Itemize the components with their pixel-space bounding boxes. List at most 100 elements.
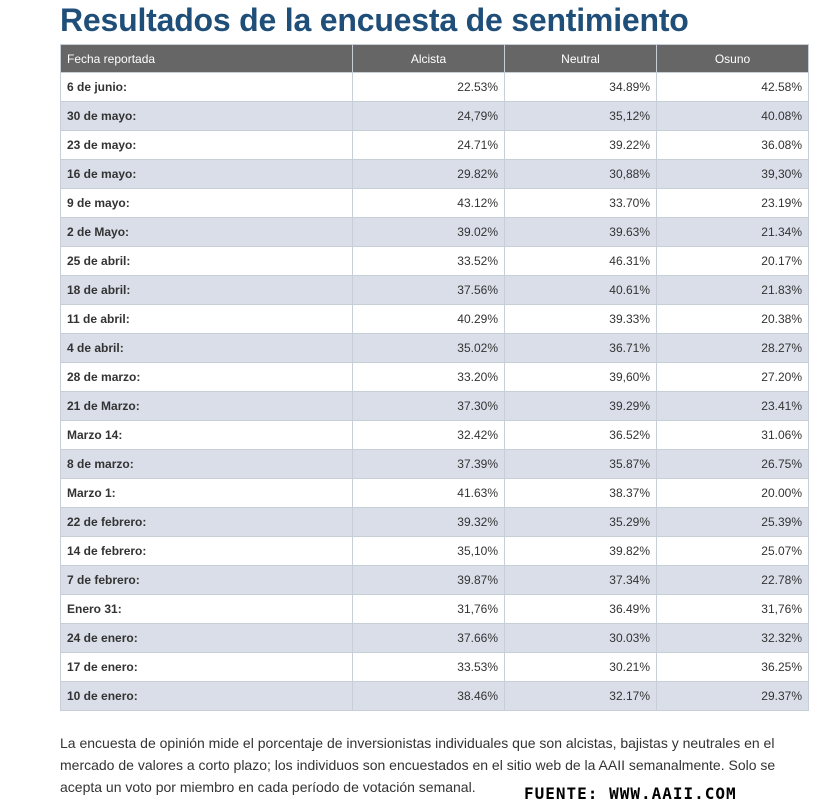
bullish-cell: 33.53% — [352, 652, 505, 682]
bearish-cell: 21.83% — [656, 275, 809, 305]
date-cell: 21 de Marzo: — [60, 391, 353, 421]
neutral-cell: 30,88% — [504, 159, 657, 189]
table-row: 28 de marzo: 33.20% 39,60% 27.20% — [60, 362, 809, 392]
column-header-bullish: Alcista — [352, 44, 505, 73]
bearish-cell: 32.32% — [656, 623, 809, 653]
date-cell: 4 de abril: — [60, 333, 353, 363]
table-row: 16 de mayo: 29.82% 30,88% 39,30% — [60, 159, 809, 189]
bullish-cell: 29.82% — [352, 159, 505, 189]
date-cell: 16 de mayo: — [60, 159, 353, 189]
neutral-cell: 39.63% — [504, 217, 657, 247]
date-cell: 30 de mayo: — [60, 101, 353, 131]
bullish-cell: 40.29% — [352, 304, 505, 334]
bullish-cell: 41.63% — [352, 478, 505, 508]
date-cell: 14 de febrero: — [60, 536, 353, 566]
neutral-cell: 36.52% — [504, 420, 657, 450]
bullish-cell: 31,76% — [352, 594, 505, 624]
bullish-cell: 39.02% — [352, 217, 505, 247]
sentiment-table: Fecha reportada Alcista Neutral Osuno 6 … — [60, 44, 809, 711]
bearish-cell: 26.75% — [656, 449, 809, 479]
date-cell: 17 de enero: — [60, 652, 353, 682]
bullish-cell: 32.42% — [352, 420, 505, 450]
neutral-cell: 39.33% — [504, 304, 657, 334]
neutral-cell: 35,12% — [504, 101, 657, 131]
table-row: 8 de marzo: 37.39% 35.87% 26.75% — [60, 449, 809, 479]
table-row: 9 de mayo: 43.12% 33.70% 23.19% — [60, 188, 809, 218]
bearish-cell: 31.06% — [656, 420, 809, 450]
bullish-cell: 37.66% — [352, 623, 505, 653]
date-cell: 2 de Mayo: — [60, 217, 353, 247]
table-row: Enero 31: 31,76% 36.49% 31,76% — [60, 594, 809, 624]
date-cell: 11 de abril: — [60, 304, 353, 334]
neutral-cell: 35.29% — [504, 507, 657, 537]
bearish-cell: 36.08% — [656, 130, 809, 160]
bearish-cell: 25.07% — [656, 536, 809, 566]
bearish-cell: 22.78% — [656, 565, 809, 595]
neutral-cell: 39,60% — [504, 362, 657, 392]
neutral-cell: 30.21% — [504, 652, 657, 682]
neutral-cell: 38.37% — [504, 478, 657, 508]
bullish-cell: 33.20% — [352, 362, 505, 392]
neutral-cell: 39.22% — [504, 130, 657, 160]
neutral-cell: 40.61% — [504, 275, 657, 305]
bearish-cell: 42.58% — [656, 72, 809, 102]
bearish-cell: 25.39% — [656, 507, 809, 537]
bullish-cell: 43.12% — [352, 188, 505, 218]
date-cell: Marzo 1: — [60, 478, 353, 508]
table-row: 6 de junio: 22.53% 34.89% 42.58% — [60, 72, 809, 102]
bearish-cell: 23.19% — [656, 188, 809, 218]
neutral-cell: 34.89% — [504, 72, 657, 102]
bullish-cell: 24.71% — [352, 130, 505, 160]
date-cell: 28 de marzo: — [60, 362, 353, 392]
table-row: 2 de Mayo: 39.02% 39.63% 21.34% — [60, 217, 809, 247]
neutral-cell: 39.82% — [504, 536, 657, 566]
bullish-cell: 35,10% — [352, 536, 505, 566]
bullish-cell: 39.87% — [352, 565, 505, 595]
bearish-cell: 28.27% — [656, 333, 809, 363]
bearish-cell: 20.38% — [656, 304, 809, 334]
neutral-cell: 33.70% — [504, 188, 657, 218]
table-row: Marzo 1: 41.63% 38.37% 20.00% — [60, 478, 809, 508]
date-cell: 22 de febrero: — [60, 507, 353, 537]
date-cell: 9 de mayo: — [60, 188, 353, 218]
bearish-cell: 21.34% — [656, 217, 809, 247]
column-header-bearish: Osuno — [656, 44, 809, 73]
table-row: 17 de enero: 33.53% 30.21% 36.25% — [60, 652, 809, 682]
table-row: 22 de febrero: 39.32% 35.29% 25.39% — [60, 507, 809, 537]
table-header-row: Fecha reportada Alcista Neutral Osuno — [60, 44, 809, 73]
neutral-cell: 35.87% — [504, 449, 657, 479]
page-title: Resultados de la encuesta de sentimiento — [60, 2, 689, 38]
neutral-cell: 30.03% — [504, 623, 657, 653]
date-cell: 10 de enero: — [60, 681, 353, 711]
survey-description: La encuesta de opinión mide el porcentaj… — [60, 735, 776, 795]
table-row: 21 de Marzo: 37.30% 39.29% 23.41% — [60, 391, 809, 421]
date-cell: 25 de abril: — [60, 246, 353, 276]
date-cell: Enero 31: — [60, 594, 353, 624]
neutral-cell: 32.17% — [504, 681, 657, 711]
source-credit: FUENTE: WWW.AAII.COM — [524, 784, 737, 803]
bearish-cell: 31,76% — [656, 594, 809, 624]
table-row: 23 de mayo: 24.71% 39.22% 36.08% — [60, 130, 809, 160]
table-row: 18 de abril: 37.56% 40.61% 21.83% — [60, 275, 809, 305]
bullish-cell: 37.39% — [352, 449, 505, 479]
bullish-cell: 38.46% — [352, 681, 505, 711]
neutral-cell: 37.34% — [504, 565, 657, 595]
neutral-cell: 36.49% — [504, 594, 657, 624]
table-row: 7 de febrero: 39.87% 37.34% 22.78% — [60, 565, 809, 595]
date-cell: 18 de abril: — [60, 275, 353, 305]
bullish-cell: 35.02% — [352, 333, 505, 363]
bearish-cell: 20.17% — [656, 246, 809, 276]
date-cell: 8 de marzo: — [60, 449, 353, 479]
bearish-cell: 39,30% — [656, 159, 809, 189]
date-cell: 7 de febrero: — [60, 565, 353, 595]
bearish-cell: 36.25% — [656, 652, 809, 682]
bullish-cell: 22.53% — [352, 72, 505, 102]
neutral-cell: 39.29% — [504, 391, 657, 421]
column-header-date: Fecha reportada — [60, 44, 353, 73]
bullish-cell: 37.30% — [352, 391, 505, 421]
table-row: 4 de abril: 35.02% 36.71% 28.27% — [60, 333, 809, 363]
neutral-cell: 46.31% — [504, 246, 657, 276]
table-row: 25 de abril: 33.52% 46.31% 20.17% — [60, 246, 809, 276]
bullish-cell: 24,79% — [352, 101, 505, 131]
bearish-cell: 23.41% — [656, 391, 809, 421]
